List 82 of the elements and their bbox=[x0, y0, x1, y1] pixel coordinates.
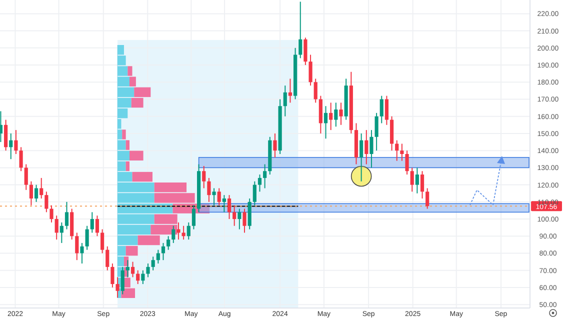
candlestick bbox=[258, 174, 262, 192]
candlestick bbox=[380, 95, 384, 124]
candlestick bbox=[390, 116, 394, 152]
candlestick bbox=[116, 276, 120, 298]
candlestick bbox=[44, 191, 48, 213]
candlestick bbox=[151, 256, 155, 271]
candlestick bbox=[110, 263, 114, 288]
candlestick bbox=[136, 270, 140, 285]
candlestick bbox=[4, 119, 8, 152]
candlestick bbox=[34, 184, 38, 202]
candlestick bbox=[252, 180, 256, 206]
candlestick bbox=[374, 112, 378, 152]
candlestick bbox=[24, 164, 28, 190]
candlestick bbox=[405, 150, 409, 176]
bar bbox=[126, 140, 130, 150]
bar bbox=[122, 130, 126, 140]
candlestick bbox=[54, 215, 58, 240]
candlestick bbox=[182, 225, 186, 240]
candlestick bbox=[106, 246, 110, 271]
candlestick bbox=[410, 167, 414, 192]
candlestick bbox=[364, 130, 368, 165]
candlestick bbox=[212, 188, 216, 206]
bar bbox=[129, 150, 144, 160]
candlestick bbox=[339, 102, 343, 126]
candlestick bbox=[90, 212, 94, 234]
bar bbox=[126, 161, 130, 172]
candlestick bbox=[161, 242, 166, 261]
candlestick bbox=[227, 194, 232, 220]
candlestick bbox=[9, 132, 13, 160]
candlestick bbox=[232, 204, 236, 226]
candlestick bbox=[166, 236, 170, 250]
candlestick bbox=[304, 37, 308, 66]
candlestick bbox=[0, 110, 3, 143]
candlestick bbox=[29, 180, 33, 206]
candlestick bbox=[308, 54, 312, 86]
candlestick bbox=[186, 222, 190, 240]
candlestick bbox=[207, 177, 211, 202]
candlestick bbox=[420, 170, 424, 199]
candlestick bbox=[415, 167, 419, 194]
candlestick bbox=[80, 242, 84, 264]
candlestick bbox=[360, 132, 364, 182]
candlestick bbox=[370, 130, 374, 168]
candlestick bbox=[217, 188, 221, 206]
candlestick bbox=[141, 270, 145, 285]
candlestick bbox=[426, 188, 430, 210]
candlestick bbox=[202, 165, 206, 189]
candlestick bbox=[384, 95, 389, 126]
candlestick bbox=[130, 261, 135, 278]
candlestick bbox=[395, 140, 399, 162]
candlestick bbox=[14, 130, 18, 154]
candlestick bbox=[40, 177, 44, 199]
candlestick bbox=[100, 228, 104, 254]
candlestick bbox=[273, 132, 277, 158]
candlestick bbox=[318, 95, 322, 134]
candlestick bbox=[120, 266, 124, 295]
candlestick bbox=[329, 102, 333, 131]
candlestick bbox=[298, 1, 302, 59]
candlestick bbox=[248, 198, 252, 230]
candlestick bbox=[400, 143, 404, 162]
candlestick bbox=[70, 208, 74, 240]
candlestick bbox=[288, 78, 292, 104]
candlestick bbox=[85, 225, 89, 250]
candlestick bbox=[172, 225, 176, 244]
candlestick bbox=[283, 85, 287, 117]
candlestick bbox=[334, 102, 338, 128]
candlestick bbox=[64, 201, 69, 230]
candlestick bbox=[19, 146, 23, 172]
candlestick bbox=[192, 204, 196, 230]
bar bbox=[132, 172, 152, 182]
candlestick bbox=[238, 208, 242, 230]
candlestick bbox=[146, 263, 150, 278]
candlestick bbox=[324, 106, 328, 140]
candlestick bbox=[242, 208, 246, 234]
candlestick bbox=[314, 78, 318, 104]
candlestick bbox=[95, 215, 100, 237]
candlestick bbox=[75, 232, 79, 261]
candlestick bbox=[263, 164, 267, 189]
candlestick bbox=[156, 249, 160, 264]
candlestick bbox=[50, 204, 54, 223]
candlestick bbox=[176, 222, 180, 240]
candlestick bbox=[60, 222, 64, 244]
candlestick bbox=[222, 194, 226, 213]
